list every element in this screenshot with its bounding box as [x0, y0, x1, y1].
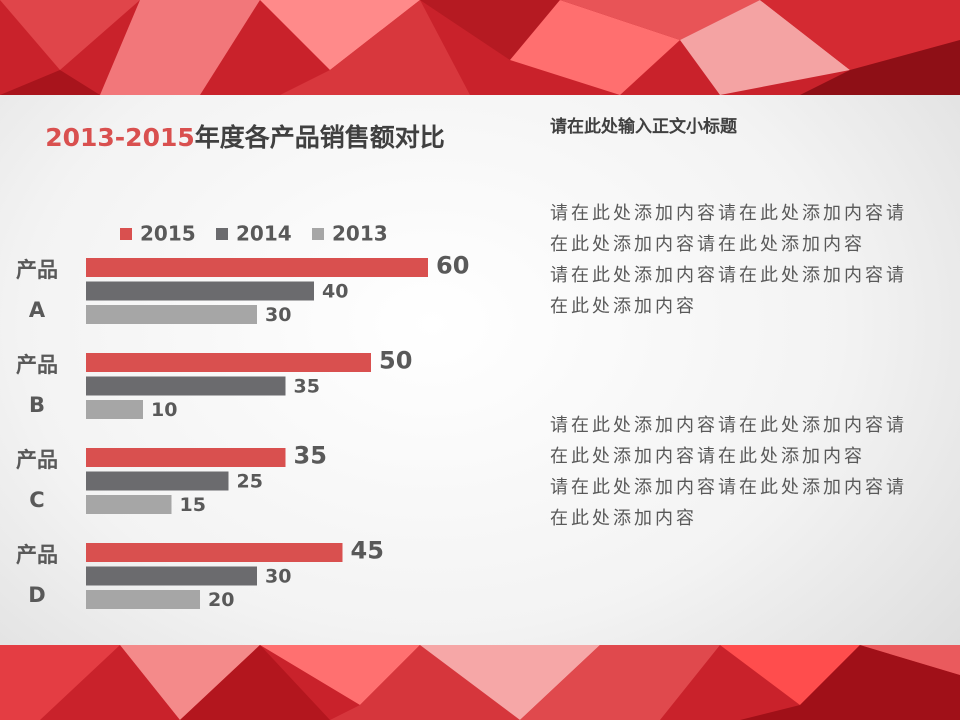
bar [86, 281, 314, 301]
bar [86, 495, 172, 514]
bar [86, 448, 286, 467]
category-label: 产品A [16, 258, 58, 322]
data-label: 25 [237, 471, 263, 493]
chart-title: 2013-2015年度各产品销售额对比 [45, 123, 445, 152]
data-label: 20 [208, 589, 234, 611]
legend-swatch [216, 228, 228, 240]
legend-swatch [312, 228, 324, 240]
chart: 2015 2014 2013 60 40 30 50 35 10 35 25 15 45 30 20 [86, 222, 469, 611]
category-label: 产品C [16, 448, 58, 512]
bar [86, 376, 286, 396]
category-label: 产品B [16, 353, 58, 417]
bar [86, 471, 229, 491]
bar [86, 543, 343, 562]
bar [86, 400, 143, 419]
data-label: 30 [265, 304, 291, 326]
data-label: 15 [180, 494, 206, 516]
paragraph: 请在此处添加内容请在此处添加内容请在此处添加内容请在此处添加内容 [550, 203, 907, 255]
paragraph: 请在此处添加内容请在此处添加内容请在此处添加内容 [550, 477, 907, 529]
legend-label: 2013 [332, 222, 388, 246]
data-label: 45 [351, 537, 384, 565]
data-label: 35 [294, 376, 320, 398]
data-label: 35 [294, 442, 327, 470]
bar [86, 590, 200, 609]
data-label: 30 [265, 566, 291, 588]
category-label: 产品D [16, 543, 58, 607]
subtitle: 请在此处输入正文小标题 [550, 117, 737, 137]
data-label: 40 [322, 281, 348, 303]
bar [86, 305, 257, 324]
paragraph: 请在此处添加内容请在此处添加内容请在此处添加内容 [550, 265, 907, 317]
bar [86, 566, 257, 586]
data-label: 50 [379, 347, 412, 375]
bar [86, 353, 371, 372]
legend-label: 2014 [236, 222, 292, 246]
paragraph: 请在此处添加内容请在此处添加内容请在此处添加内容请在此处添加内容 [550, 415, 907, 467]
bar [86, 258, 428, 277]
legend-swatch [120, 228, 132, 240]
bottom-banner [0, 645, 960, 720]
legend-label: 2015 [140, 222, 196, 246]
data-label: 10 [151, 399, 177, 421]
top-banner [0, 0, 960, 95]
data-label: 60 [436, 252, 469, 280]
